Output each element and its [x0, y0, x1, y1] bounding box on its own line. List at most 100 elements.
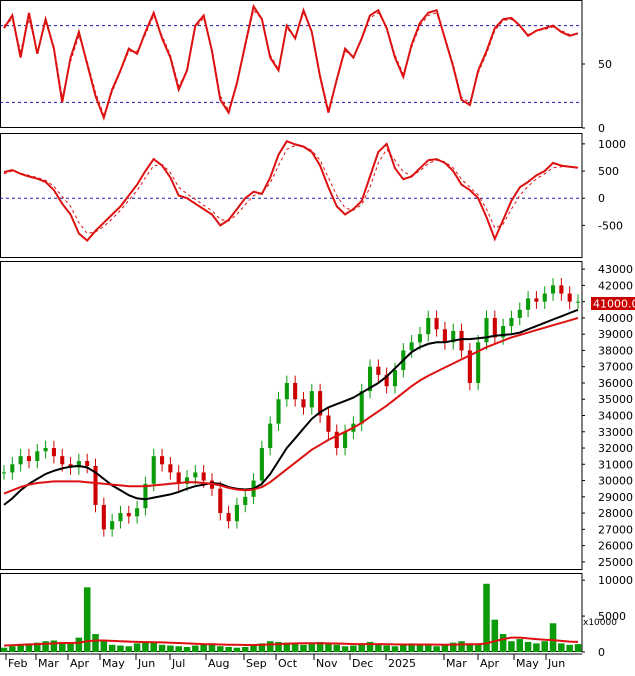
- candle-body: [10, 464, 15, 473]
- volume-bar: [142, 641, 149, 652]
- volume-bar: [200, 644, 207, 652]
- stochastic-oscillator-ytick-label: 50: [598, 58, 612, 71]
- volume-bar: [366, 641, 374, 652]
- candle-body: [259, 448, 264, 481]
- candle-body: [85, 461, 90, 466]
- candle-body: [318, 391, 323, 416]
- stochastic-panel: 0 50: [0, 3, 612, 135]
- candle-body: [484, 317, 489, 343]
- candle-body: [51, 448, 56, 457]
- volume-bar: [375, 644, 382, 652]
- candle-body: [575, 301, 581, 303]
- price-ytick-label: 39000: [598, 328, 633, 341]
- price-ma_long-line: [3, 316, 579, 495]
- x-tick-label: Jun: [137, 657, 155, 670]
- x-tick-label: Aug: [208, 657, 229, 670]
- volume-bar: [449, 642, 457, 652]
- candle-body: [451, 330, 456, 343]
- stochastic-oscillator-slow-line: [3, 9, 579, 117]
- candle-body: [526, 298, 531, 310]
- price-ytick-label: 27000: [598, 523, 633, 536]
- volume-panel: 0 5000 10000: [0, 574, 633, 659]
- last-price-tag-bg: [591, 297, 635, 310]
- volume-bar: [208, 643, 216, 652]
- volume-bar: [574, 644, 582, 652]
- price-panel: 25000 26000 27000 28000 29000 30000 31000 32000…: [1, 263, 633, 569]
- volume-bar: [42, 641, 49, 652]
- volume-bar: [192, 645, 199, 652]
- candle-body: [135, 508, 140, 517]
- candle-body: [168, 464, 173, 473]
- volume-bar: [117, 645, 124, 652]
- macd-frame: [0, 133, 583, 258]
- macd-ytick-label: 1000: [598, 138, 626, 151]
- candle-body: [550, 285, 556, 294]
- x-tick-label: Dec: [352, 657, 373, 670]
- candle-body: [43, 448, 48, 452]
- candle-body: [118, 513, 123, 522]
- price-ytick-label: 31000: [598, 458, 633, 471]
- volume-bar: [175, 646, 182, 652]
- volume-bar: [333, 644, 341, 652]
- volume-bar: [0, 647, 8, 652]
- volume-bar: [441, 644, 449, 652]
- volume-bar: [408, 643, 415, 652]
- volume-ytick-label: 5000: [598, 610, 626, 623]
- macd-ytick-label: -500: [598, 219, 623, 232]
- volume-bar: [17, 645, 24, 652]
- candle-body: [93, 465, 98, 505]
- volume-bar: [499, 634, 507, 652]
- candle-body: [184, 477, 190, 484]
- volume-bar: [416, 644, 424, 652]
- volume-bar: [424, 645, 432, 652]
- volume-bar: [58, 641, 66, 652]
- price-ytick-label: 38000: [598, 344, 633, 357]
- candle-body: [517, 309, 522, 318]
- volume-bar: [549, 623, 557, 652]
- volume-bar: [541, 641, 549, 652]
- volume-bar: [474, 644, 482, 652]
- candle-body: [442, 329, 447, 343]
- volume-bar: [83, 587, 91, 652]
- volume-bar: [67, 643, 74, 652]
- volume-bar: [350, 645, 357, 652]
- volume-bar: [133, 643, 141, 652]
- volume-bar: [50, 640, 58, 652]
- candle-body: [301, 399, 306, 408]
- volume-bar: [383, 645, 390, 652]
- candle-body: [35, 451, 40, 462]
- candle-body: [1, 472, 7, 474]
- candle-body: [60, 456, 65, 465]
- x-tick-label: Apr: [70, 657, 90, 670]
- macd-macd-line: [3, 139, 579, 243]
- candle-body: [542, 293, 547, 302]
- macd-ytick-label: 0: [598, 192, 605, 205]
- stochastic-oscillator-ytick-label: 0: [598, 122, 605, 135]
- volume-bar: [341, 646, 349, 652]
- volume-bar: [275, 641, 282, 652]
- candle-body: [367, 366, 373, 392]
- volume-bar: [558, 643, 565, 652]
- x-tick-label: Mar: [38, 657, 59, 670]
- volume-bar: [533, 643, 540, 652]
- macd-ytick-label: 500: [598, 165, 619, 178]
- x-tick-label: Mar: [446, 657, 467, 670]
- price-ytick-label: 26000: [598, 540, 633, 553]
- volume-ytick-label: 0: [598, 646, 605, 659]
- volume-bar: [316, 641, 324, 652]
- x-tick-label: Nov: [316, 657, 338, 670]
- volume-bar: [9, 646, 16, 652]
- candle-body: [417, 334, 422, 343]
- x-tick-label: May: [516, 657, 539, 670]
- candle-body: [426, 317, 431, 335]
- candle-body: [567, 293, 572, 302]
- price-ytick-label: 30000: [598, 475, 633, 488]
- price-ytick-label: 32000: [598, 442, 633, 455]
- volume-bar: [108, 644, 116, 652]
- candle-body: [26, 456, 32, 462]
- candle-body: [193, 472, 198, 478]
- volume-bar: [516, 639, 524, 652]
- volume-bar: [167, 645, 174, 652]
- macd-panel: -500 0 500 1000: [0, 138, 626, 243]
- volume-bar: [33, 642, 41, 652]
